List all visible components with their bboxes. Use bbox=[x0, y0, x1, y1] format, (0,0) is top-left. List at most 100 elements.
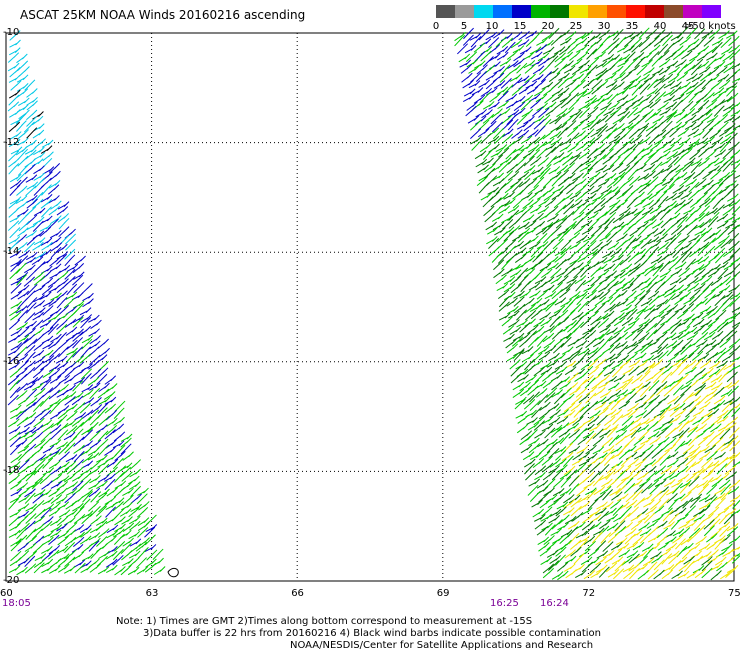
wind-barb bbox=[42, 457, 54, 469]
wind-barb bbox=[8, 334, 20, 343]
wind-barb bbox=[152, 548, 164, 560]
wind-barb bbox=[48, 297, 60, 307]
wind-barb bbox=[567, 43, 579, 55]
wind-barb bbox=[16, 566, 28, 576]
wind-barb bbox=[127, 566, 140, 576]
wind-barb bbox=[634, 308, 646, 320]
wind-barb bbox=[89, 439, 102, 449]
wind-barb bbox=[687, 424, 700, 433]
wind-barb bbox=[26, 251, 38, 261]
wind-barb bbox=[612, 254, 624, 263]
wind-barb bbox=[560, 298, 572, 308]
wind-barb bbox=[74, 367, 86, 377]
wind-barb bbox=[714, 347, 727, 357]
wind-barb bbox=[39, 377, 52, 386]
wind-barb bbox=[672, 192, 684, 201]
wind-barb bbox=[33, 284, 46, 293]
wind-barb bbox=[696, 479, 709, 489]
wind-barb bbox=[727, 224, 739, 235]
wind-barb bbox=[680, 91, 693, 103]
wind-barb bbox=[39, 409, 52, 421]
wind-barb bbox=[578, 494, 590, 503]
wind-barb bbox=[586, 161, 599, 172]
wind-barb bbox=[9, 179, 22, 189]
wind-barb bbox=[81, 283, 93, 294]
wind-barb bbox=[26, 284, 38, 296]
wind-barb bbox=[87, 421, 99, 433]
wind-barb bbox=[549, 115, 561, 125]
wind-barb bbox=[522, 451, 535, 461]
wind-barb bbox=[625, 306, 638, 315]
wind-barb bbox=[56, 296, 68, 309]
legend-label: 45 bbox=[681, 21, 695, 32]
wind-barb bbox=[573, 321, 585, 333]
wind-barb bbox=[49, 347, 61, 358]
wind-barb bbox=[57, 475, 70, 484]
wind-barb bbox=[482, 101, 495, 110]
wind-barb bbox=[679, 176, 691, 187]
wind-barb bbox=[495, 144, 508, 153]
wind-barb bbox=[538, 351, 551, 361]
wind-barb bbox=[685, 514, 698, 524]
wind-barb bbox=[555, 366, 568, 375]
wind-barb bbox=[680, 246, 693, 256]
wind-barb bbox=[625, 297, 638, 307]
wind-barb bbox=[563, 393, 575, 403]
wind-barb bbox=[574, 184, 587, 195]
wind-barb bbox=[560, 387, 572, 399]
wind-barb bbox=[64, 542, 76, 554]
wind-barb bbox=[717, 73, 730, 83]
wind-barb bbox=[563, 494, 575, 504]
wind-barb bbox=[718, 175, 730, 187]
wind-barb bbox=[576, 293, 588, 306]
wind-barb bbox=[490, 149, 503, 158]
wind-barb bbox=[492, 72, 505, 83]
wind-barb bbox=[562, 199, 575, 210]
wind-barb bbox=[506, 113, 518, 126]
wind-barb bbox=[641, 207, 654, 216]
wind-barb bbox=[538, 253, 550, 265]
wind-barb bbox=[528, 190, 540, 201]
wind-barb bbox=[687, 531, 699, 543]
wind-barb bbox=[690, 493, 703, 503]
wind-barb bbox=[663, 88, 675, 97]
wind-barb bbox=[516, 309, 528, 321]
wind-barb bbox=[482, 196, 494, 208]
wind-barb bbox=[572, 311, 584, 321]
wind-barb bbox=[652, 262, 664, 271]
wind-barb bbox=[88, 328, 100, 337]
wind-barb bbox=[9, 214, 21, 223]
wind-barb bbox=[595, 358, 607, 369]
wind-barb bbox=[626, 196, 638, 209]
wind-barb bbox=[128, 557, 140, 568]
wind-barb bbox=[16, 274, 27, 286]
wind-barb bbox=[42, 369, 55, 378]
wind-barb bbox=[552, 342, 565, 354]
wind-barb bbox=[666, 492, 678, 504]
wind-barb bbox=[704, 339, 717, 348]
wind-barb bbox=[34, 439, 46, 449]
wind-barb bbox=[487, 186, 499, 195]
wind-barb bbox=[637, 125, 649, 138]
wind-barb bbox=[711, 382, 723, 391]
wind-barb bbox=[90, 319, 102, 329]
wind-barb bbox=[714, 556, 727, 566]
wind-barb bbox=[634, 56, 646, 69]
wind-barb bbox=[661, 120, 673, 132]
legend-label: 15 bbox=[513, 21, 527, 32]
wind-barb bbox=[672, 93, 685, 102]
wind-barb bbox=[34, 553, 47, 562]
wind-barb bbox=[49, 236, 62, 246]
wind-barb bbox=[583, 570, 596, 580]
wind-barb bbox=[665, 536, 677, 545]
wind-barb bbox=[582, 121, 594, 130]
wind-barb bbox=[583, 283, 595, 292]
wind-barb bbox=[681, 50, 693, 60]
wind-barb bbox=[8, 465, 21, 476]
wind-barb bbox=[41, 285, 54, 296]
wind-barb bbox=[685, 366, 697, 375]
wind-barb bbox=[64, 460, 77, 471]
wind-barb bbox=[657, 253, 670, 264]
legend-label: 25 bbox=[569, 21, 583, 32]
wind-barb bbox=[629, 175, 641, 186]
